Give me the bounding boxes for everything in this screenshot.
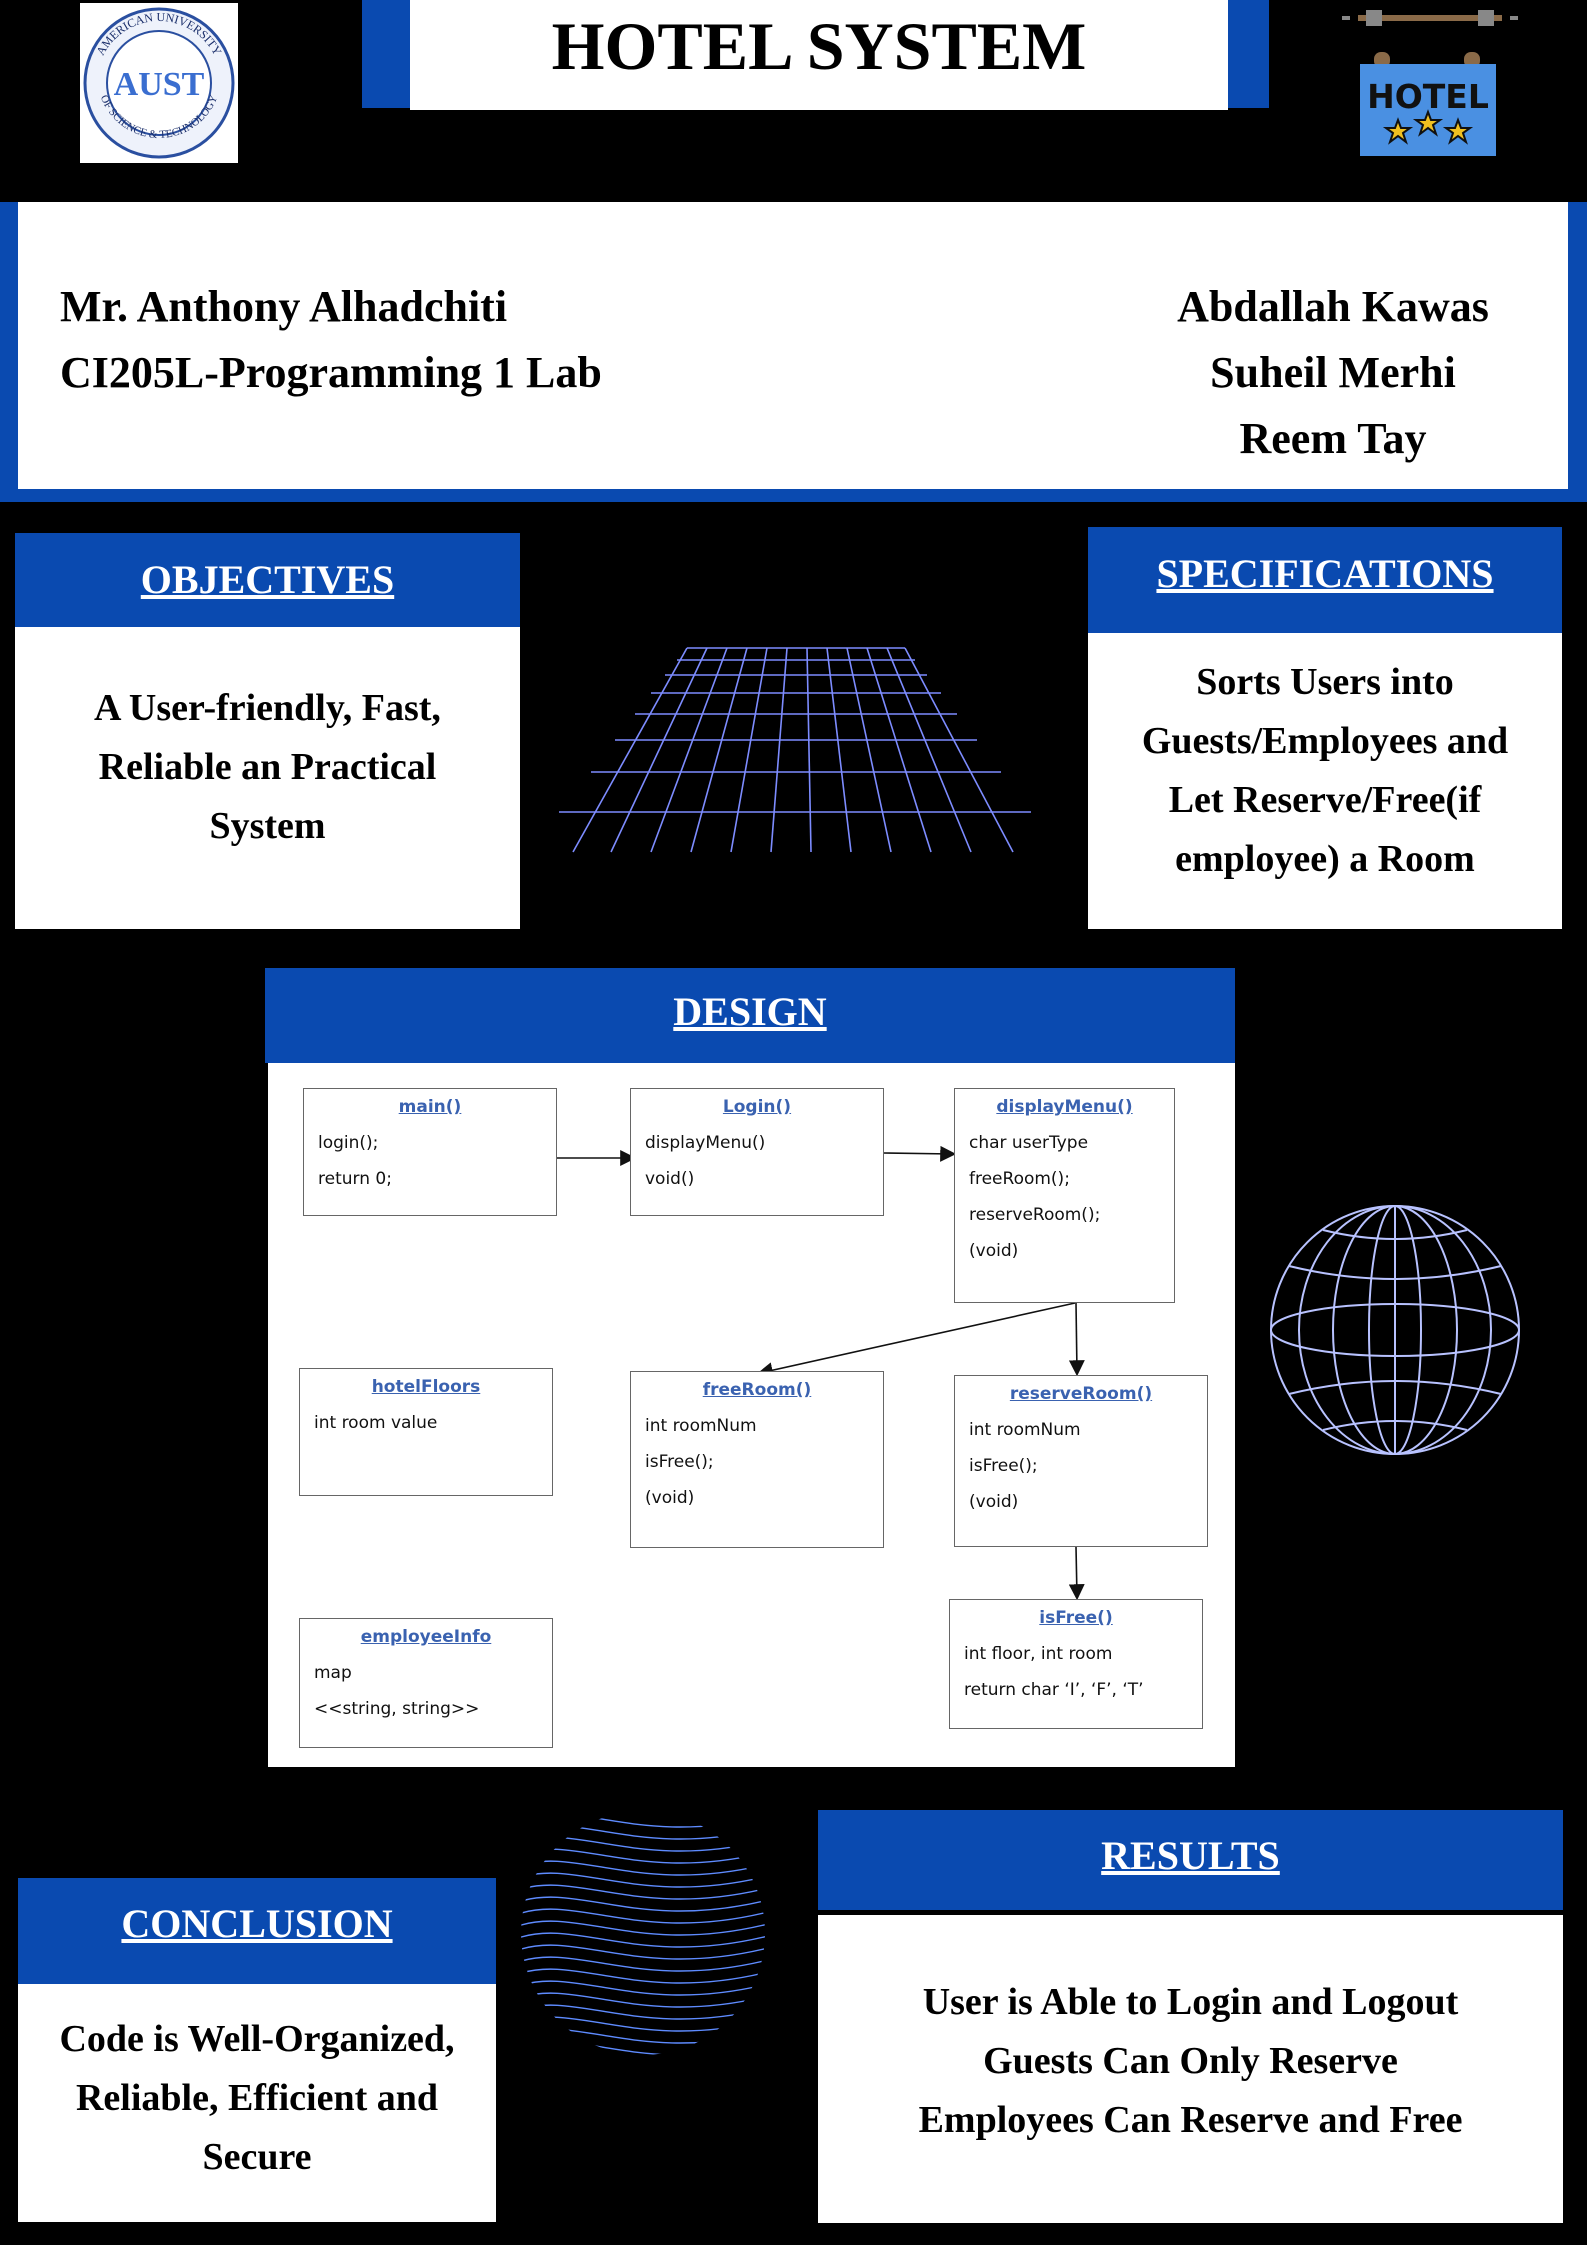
title-panel (410, 0, 1228, 110)
uml-box-row: (void) (969, 1241, 1019, 1261)
uml-box-title: Login() (722, 1097, 792, 1117)
perspective-grid-decoration (555, 640, 1035, 860)
uml-box-employee-info: employeeInfo map <<string, string>> (299, 1618, 553, 1748)
uml-box-free-room: freeRoom() int roomNum isFree(); (void) (630, 1371, 884, 1548)
conclusion-panel: Code is Well-Organized, Reliable, Effici… (18, 1984, 496, 2222)
objectives-heading: OBJECTIVES (140, 557, 395, 602)
results-header: RESULTS (818, 1810, 1563, 1910)
info-panel: Mr. Anthony Alhadchiti CI205L-Programmin… (18, 202, 1568, 489)
specifications-line: Sorts Users into (1196, 661, 1454, 703)
objectives-line: Reliable an Practical (98, 746, 437, 788)
specifications-line: Guests/Employees and (1141, 720, 1509, 762)
wireframe-globe-decoration (1265, 1200, 1525, 1460)
instructor-block: Mr. Anthony Alhadchiti CI205L-Programmin… (60, 274, 602, 406)
uml-box-title: reserveRoom() (1009, 1384, 1153, 1404)
uml-box-row: return char ‘I’, ‘F’, ‘T’ (964, 1680, 1144, 1700)
uml-box-reserve-room: reserveRoom() int roomNum isFree(); (voi… (954, 1375, 1208, 1547)
conclusion-line: Secure (202, 2136, 312, 2178)
uml-box-title: isFree() (1039, 1608, 1113, 1628)
design-header: DESIGN (265, 968, 1235, 1063)
uml-box-row: isFree(); (645, 1452, 714, 1472)
uml-box-row: int roomNum (969, 1420, 1081, 1440)
uml-box-row: freeRoom(); (969, 1169, 1070, 1189)
specifications-line: employee) a Room (1175, 838, 1475, 880)
university-logo: AMERICAN UNIVERSITY OF SCIENCE & TECHNOL… (80, 3, 238, 163)
uml-connectors (557, 1145, 1085, 1601)
results-line: User is Able to Login and Logout (922, 1981, 1459, 2023)
authors-block: Abdallah Kawas Suheil Merhi Reem Tay (1133, 274, 1533, 472)
uml-box-row: reserveRoom(); (969, 1205, 1101, 1225)
instructor-name: Mr. Anthony Alhadchiti (60, 282, 508, 331)
results-panel: User is Able to Login and Logout Guests … (818, 1912, 1563, 2223)
specifications-header: SPECIFICATIONS (1088, 527, 1562, 633)
uml-box-display-menu: displayMenu() char userType freeRoom(); … (954, 1088, 1175, 1303)
uml-box-row: int room value (314, 1413, 438, 1433)
uml-diagram: main() login(); return 0; Login() displa… (268, 1063, 1235, 1767)
specifications-line: Let Reserve/Free(if (1168, 779, 1482, 821)
specifications-heading: SPECIFICATIONS (1156, 551, 1494, 596)
uml-box-hotel-floors: hotelFloors int room value (299, 1368, 553, 1496)
uml-box-row: int floor, int room (964, 1644, 1113, 1664)
conclusion-heading: CONCLUSION (121, 1901, 393, 1946)
objectives-header: OBJECTIVES (15, 533, 520, 627)
uml-box-title: displayMenu() (996, 1097, 1133, 1117)
uml-box-login: Login() displayMenu() void() (630, 1088, 884, 1216)
uml-box-row: <<string, string>> (314, 1699, 480, 1719)
objectives-panel: A User-friendly, Fast, Reliable an Pract… (15, 627, 520, 929)
objectives-line: System (209, 805, 326, 847)
uml-box-row: char userType (969, 1133, 1089, 1153)
results-heading: RESULTS (1101, 1833, 1280, 1878)
uml-box-row: login(); (318, 1133, 379, 1153)
author-3: Reem Tay (1239, 414, 1427, 463)
design-heading: DESIGN (673, 989, 827, 1034)
uml-box-row: return 0; (318, 1169, 392, 1189)
wave-circle-decoration (518, 1808, 768, 2058)
uml-box-title: main() (398, 1097, 462, 1117)
objectives-line: A User-friendly, Fast, (94, 687, 441, 729)
uml-box-row: (void) (645, 1488, 695, 1508)
hotel-sign-icon: HOTEL (1340, 8, 1520, 160)
uml-box-is-free: isFree() int floor, int room return char… (949, 1599, 1203, 1729)
uml-box-row: map (314, 1663, 352, 1683)
uml-box-row: int roomNum (645, 1416, 757, 1436)
conclusion-line: Reliable, Efficient and (75, 2077, 439, 2119)
uml-box-row: void() (645, 1169, 695, 1189)
logo-name: AUST (114, 66, 205, 103)
uml-box-title: employeeInfo (360, 1627, 492, 1647)
results-line: Guests Can Only Reserve (983, 2040, 1398, 2082)
results-line: Employees Can Reserve and Free (918, 2099, 1463, 2141)
course-name: CI205L-Programming 1 Lab (60, 348, 602, 397)
uml-box-title: freeRoom() (702, 1380, 812, 1400)
uml-box-row: isFree(); (969, 1456, 1038, 1476)
uml-box-row: displayMenu() (645, 1133, 766, 1153)
page-title: HOTEL SYSTEM (551, 8, 1087, 84)
author-1: Abdallah Kawas (1177, 282, 1489, 331)
uml-box-row: (void) (969, 1492, 1019, 1512)
specifications-panel: Sorts Users into Guests/Employees and Le… (1088, 633, 1562, 929)
conclusion-line: Code is Well-Organized, (59, 2018, 455, 2060)
uml-box-title: hotelFloors (371, 1377, 481, 1397)
author-2: Suheil Merhi (1210, 348, 1456, 397)
uml-box-main: main() login(); return 0; (303, 1088, 557, 1216)
conclusion-header: CONCLUSION (18, 1878, 496, 1984)
